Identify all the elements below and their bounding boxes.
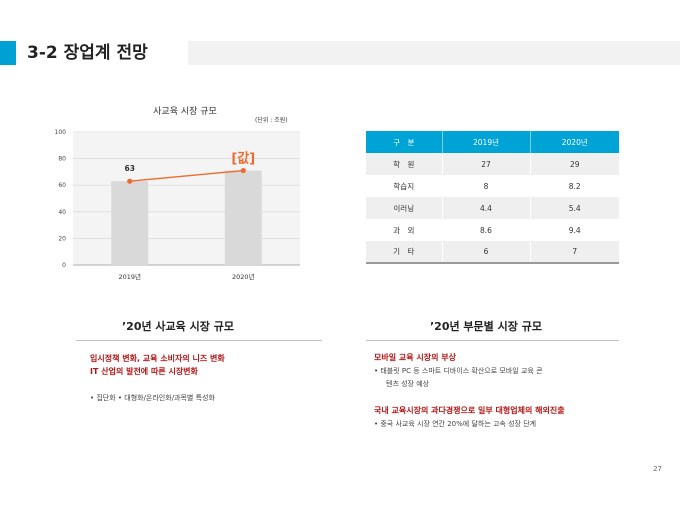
table-cell: 8.6 [441,219,530,241]
left-highlight-1: 입시정책 변화, 교육 소비자의 니즈 변화 [90,354,225,363]
table-cell: 학습지 [366,175,442,197]
table-cell: 기 타 [366,241,442,264]
table-row: 학 원 27 29 [366,153,619,175]
x-tick-label: 2019년 [118,272,141,281]
header-accent-bar [0,41,16,65]
data-label: [값] [231,151,255,167]
y-tick-label: 60 [58,182,66,189]
table-row: 학습지 8 8.2 [366,175,619,197]
left-highlight-2: IT 산업의 발전에 따른 시장변화 [90,367,198,376]
left-bullet: • 집단화 • 대형화/온라인화/과목별 특성화 [90,394,215,402]
y-tick-label: 0 [62,262,66,269]
right-section-title: ’20년 부문별 시장 규모 [430,320,542,333]
data-label: 63 [125,164,135,173]
table-cell: 29 [529,153,619,175]
market-size-chart: 0 20 40 60 80 100 2019년 2020년 63 [값] [55,129,300,281]
table-cell: 8 [441,175,530,197]
table-cell: 5.4 [529,197,619,219]
bar [224,170,262,265]
right-highlight-2: 국내 교육시장의 과다경쟁으로 일부 대형업체의 해외진출 [374,406,565,415]
chart-title: 사교육 시장 규모 [153,107,217,117]
table-cell: 4.4 [441,197,530,219]
x-tick-label: 2020년 [232,272,255,281]
table-cell: 이러닝 [366,197,442,219]
data-point [127,178,133,184]
y-tick-label: 80 [58,156,66,163]
header-bar [188,41,680,65]
table-row: 과 외 8.6 9.4 [366,219,619,241]
table-cell: 27 [441,153,530,175]
table-header-category: 구 분 [366,131,442,153]
table-cell: 학 원 [366,153,442,175]
right-bullet-1: • 태블릿 PC 등 스마트 디바이스 확산으로 모바일 교육 콘 [374,367,543,375]
right-highlight-1: 모바일 교육 시장의 부상 [374,353,456,362]
series-line [129,169,244,182]
table-header-2020: 2020년 [529,131,619,153]
data-point [240,167,246,174]
table-cell: 과 외 [366,219,442,241]
table-cell: 6 [441,241,530,264]
page-number: 27 [653,465,662,473]
right-section-divider [366,340,619,341]
table-header-row: 구 분 2019년 2020년 [366,131,619,153]
left-section-title: ’20년 사교육 시장 규모 [122,320,234,333]
left-section-divider [76,340,322,341]
right-bullet-1-continued: 텐츠 성장 예상 [386,380,430,388]
right-bullet-2: • 중국 사교육 시장 연간 20%에 달하는 고속 성장 단계 [374,420,537,428]
chart-unit-label: (단위 : 조원) [255,117,288,124]
plot-area [73,132,300,265]
segment-table: 구 분 2019년 2020년 학 원 27 29 학습지 8 8.2 이러닝 … [366,131,619,264]
table-cell: 8.2 [529,175,619,197]
bar [111,181,149,265]
table-cell: 7 [529,241,619,264]
y-tick-label: 40 [58,209,66,216]
y-tick-label: 100 [55,129,67,136]
table-row: 기 타 6 7 [366,241,619,264]
y-tick-label: 20 [58,235,66,242]
table-row: 이러닝 4.4 5.4 [366,197,619,219]
table-cell: 9.4 [529,219,619,241]
page-title: 3-2 장업계 전망 [27,43,148,63]
table-header-2019: 2019년 [441,131,530,153]
